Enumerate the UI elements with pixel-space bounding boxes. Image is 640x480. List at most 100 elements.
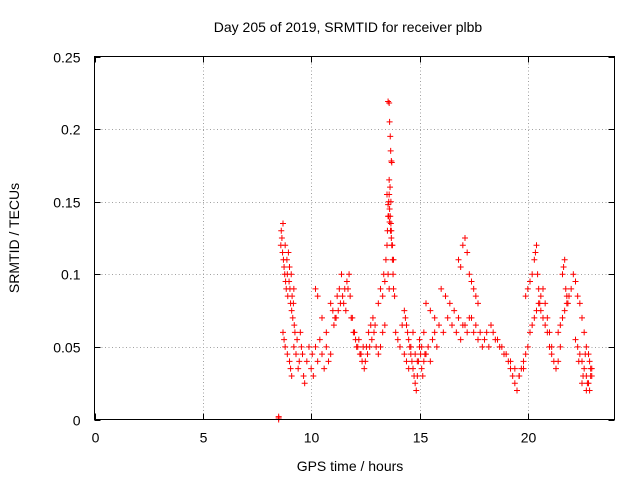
data-point xyxy=(388,235,395,241)
data-point xyxy=(279,249,286,256)
data-point xyxy=(483,329,490,336)
data-point xyxy=(385,201,392,208)
data-point xyxy=(327,351,334,358)
data-point xyxy=(330,322,337,329)
data-point xyxy=(561,307,568,314)
data-point xyxy=(524,343,531,350)
data-point xyxy=(288,307,295,314)
data-point xyxy=(522,293,529,300)
data-point xyxy=(403,358,410,365)
data-point xyxy=(293,351,299,358)
data-point xyxy=(290,300,297,307)
data-point xyxy=(563,293,570,300)
data-point xyxy=(451,307,458,314)
data-point xyxy=(386,205,393,212)
data-point xyxy=(582,351,589,358)
data-point xyxy=(368,336,375,343)
data-point xyxy=(419,372,426,379)
data-point xyxy=(402,314,409,321)
data-point xyxy=(564,300,571,307)
data-point xyxy=(429,336,436,343)
data-point xyxy=(377,343,384,350)
data-point xyxy=(464,329,471,336)
data-point xyxy=(280,220,286,227)
data-point xyxy=(418,365,425,372)
data-point xyxy=(561,256,568,263)
data-point xyxy=(342,307,349,314)
y-tick-label: 0.05 xyxy=(53,340,80,356)
data-point xyxy=(546,343,553,350)
data-point xyxy=(289,314,296,321)
data-point xyxy=(562,285,569,292)
data-point xyxy=(518,365,525,372)
data-point xyxy=(509,372,516,379)
y-tick-label: 0.2 xyxy=(61,122,81,138)
data-point xyxy=(335,307,342,314)
data-point xyxy=(555,358,562,365)
data-point xyxy=(363,343,370,350)
data-point xyxy=(536,300,543,307)
data-point xyxy=(553,365,559,372)
data-point xyxy=(301,380,308,387)
data-point xyxy=(583,343,590,350)
data-point xyxy=(457,336,464,343)
data-point xyxy=(295,365,302,372)
data-point xyxy=(559,314,566,321)
data-point xyxy=(531,314,538,321)
data-point xyxy=(312,343,319,350)
data-point xyxy=(319,314,325,321)
data-point xyxy=(392,329,399,336)
data-point xyxy=(338,271,345,278)
data-point xyxy=(327,300,334,307)
data-point xyxy=(568,285,575,292)
data-point xyxy=(291,322,298,329)
y-tick-label: 0.15 xyxy=(53,195,80,211)
data-point xyxy=(391,293,398,300)
data-point xyxy=(386,176,393,183)
data-point xyxy=(325,358,332,365)
data-point xyxy=(288,271,295,278)
data-point xyxy=(431,314,438,321)
data-point xyxy=(581,329,588,336)
data-point xyxy=(387,198,394,205)
data-point xyxy=(579,380,585,387)
data-point xyxy=(485,343,492,350)
data-point xyxy=(390,256,397,263)
data-point xyxy=(334,293,341,300)
data-point xyxy=(381,322,388,329)
data-point xyxy=(288,372,295,379)
data-point xyxy=(537,307,544,314)
data-point xyxy=(587,372,594,379)
data-point xyxy=(333,314,340,321)
data-point xyxy=(286,358,293,365)
data-point xyxy=(420,358,427,365)
data-point xyxy=(408,358,415,365)
data-point xyxy=(413,387,420,394)
data-point xyxy=(427,358,434,365)
data-point xyxy=(282,343,289,350)
data-point xyxy=(584,380,591,387)
data-point xyxy=(412,380,419,387)
data-point xyxy=(286,264,293,271)
data-point xyxy=(346,271,353,278)
data-point xyxy=(472,322,479,329)
data-point xyxy=(455,256,462,263)
data-point xyxy=(468,314,475,321)
data-point xyxy=(514,387,520,394)
data-point xyxy=(507,365,514,372)
data-point xyxy=(446,300,453,307)
data-point xyxy=(386,219,393,226)
data-point xyxy=(531,256,538,263)
data-point xyxy=(410,365,416,372)
data-point xyxy=(278,227,285,234)
data-point xyxy=(405,336,412,343)
data-point xyxy=(285,249,292,256)
data-point xyxy=(294,336,301,343)
data-point xyxy=(319,351,325,358)
data-point xyxy=(308,365,315,372)
data-point xyxy=(449,322,455,329)
data-point xyxy=(586,358,593,365)
data-point xyxy=(410,329,416,336)
data-point xyxy=(534,271,541,278)
